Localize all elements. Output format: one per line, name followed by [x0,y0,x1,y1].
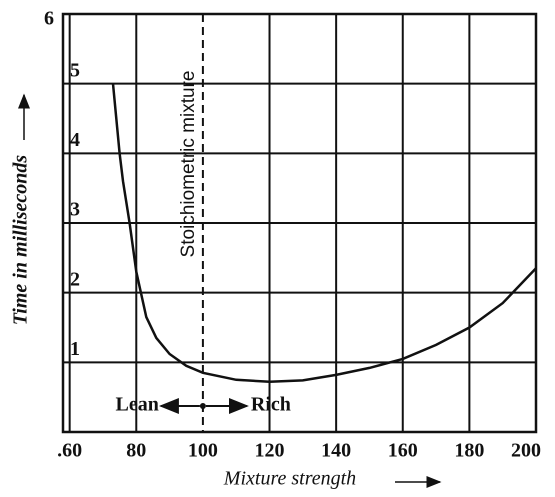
y-tick-label: 4 [70,129,80,151]
annotation-stoichiometric: Stoichiometric mixture [178,71,199,258]
y-tick-label: 3 [70,199,80,221]
center-dot [199,403,206,409]
x-tick-label: 200 [511,440,541,462]
x-tick-label: 140 [321,440,351,462]
y-tick-label: 2 [70,268,80,290]
plot-frame [61,12,538,434]
x-tick-label: 80 [126,440,146,462]
x-tick-label: .60 [57,440,82,462]
curve [111,83,537,384]
annotation-rich: Rich [251,394,291,416]
x-tick-label: 160 [388,440,418,462]
annotation-lean: Lean [116,394,159,416]
x-tick-label: 100 [188,440,218,462]
y-tick-label: 1 [70,338,80,360]
y-tick-label: 6 [44,8,54,30]
y-tick-label: 5 [70,59,80,81]
y-axis-label: Time in milliseconds [10,155,32,326]
x-axis-label: Mixture strength [223,468,356,490]
x-tick-label: 120 [255,440,285,462]
x-tick-label: 180 [454,440,484,462]
